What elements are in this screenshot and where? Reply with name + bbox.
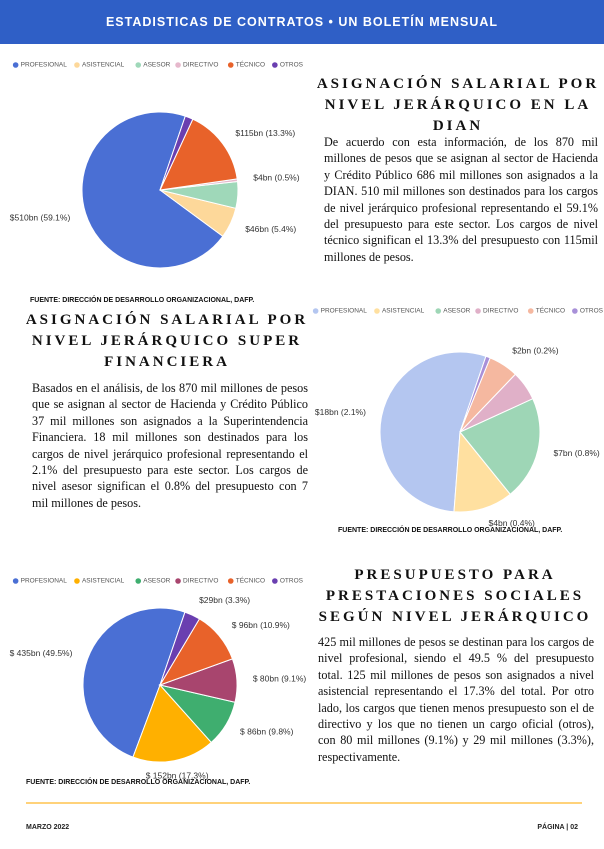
footer-date: MARZO 2022 bbox=[26, 824, 70, 831]
legend-marker bbox=[74, 62, 80, 68]
legend: TÉCNICO bbox=[236, 60, 265, 69]
pie-slice bbox=[132, 684, 213, 763]
legend: PROFESIONAL bbox=[321, 308, 368, 315]
slice-label: $ 152bn (17.3%) bbox=[146, 771, 209, 781]
legend-marker bbox=[135, 62, 142, 68]
pie-slice bbox=[379, 351, 487, 513]
legend: DIRECTIVO bbox=[183, 578, 218, 585]
legend-marker bbox=[12, 578, 19, 584]
slice-label: $4bn (0.4%) bbox=[489, 518, 535, 528]
legend: ASESOR bbox=[443, 308, 470, 315]
slice-label: $46bn (5.4%) bbox=[245, 224, 296, 234]
pie-slice bbox=[82, 607, 186, 758]
pie-slice bbox=[453, 430, 511, 513]
pie-slice bbox=[459, 398, 541, 495]
legend-marker bbox=[527, 308, 534, 314]
slice-label: $2bn (0.2%) bbox=[512, 346, 558, 356]
legend-marker bbox=[435, 308, 442, 314]
legend: ASISTENCIAL bbox=[382, 308, 425, 315]
pie-slice bbox=[159, 611, 201, 686]
legend: PROFESIONAL bbox=[21, 62, 68, 69]
legend-marker bbox=[135, 578, 142, 584]
section-body: Basados en el análisis, de los 870 mil m… bbox=[32, 381, 308, 510]
slice-label: $ 86bn (9.8%) bbox=[240, 727, 294, 737]
legend-marker bbox=[312, 308, 319, 314]
chart-source: FUENTE: DIRECCIÓN DE DESARROLLO ORGANIZA… bbox=[30, 295, 254, 304]
slice-label: $ 80bn (9.1%) bbox=[253, 674, 307, 684]
legend-marker bbox=[74, 578, 80, 584]
legend: ASISTENCIAL bbox=[82, 578, 125, 585]
header-title: ESTADISTICAS DE CONTRATOS • UN BOLETÍN M… bbox=[0, 0, 604, 44]
legend-marker bbox=[272, 62, 278, 68]
legend: ASESOR bbox=[143, 578, 170, 585]
legend-marker bbox=[572, 308, 578, 314]
legend: TÉCNICO bbox=[236, 576, 265, 585]
section-title: PRESUPUESTO PARA PRESTACIONES SOCIALES S… bbox=[318, 567, 592, 625]
legend-marker bbox=[272, 578, 278, 584]
pie-slice bbox=[459, 355, 491, 433]
chart-source: FUENTE: DIRECCIÓN DE DESARROLLO ORGANIZA… bbox=[26, 777, 250, 786]
slice-label: $7bn (0.8%) bbox=[553, 448, 599, 458]
legend: OTROS bbox=[580, 308, 604, 315]
pie-slice bbox=[159, 115, 194, 191]
legend: PROFESIONAL bbox=[21, 578, 68, 585]
legend-marker bbox=[227, 62, 234, 68]
slice-label: $ 435bn (49.5%) bbox=[10, 648, 73, 658]
section-title: ASIGNACIÓN SALARIAL POR NIVEL JERÁRQUICO… bbox=[25, 312, 309, 370]
legend: OTROS bbox=[280, 62, 304, 69]
legend-marker bbox=[175, 578, 181, 584]
legend: OTROS bbox=[280, 578, 304, 585]
section-body: 425 mil millones de pesos se destinan pa… bbox=[318, 635, 594, 764]
slice-label: $4bn (0.5%) bbox=[253, 172, 299, 182]
legend-marker bbox=[374, 308, 380, 314]
legend: ASESOR bbox=[143, 62, 170, 69]
slice-label: $510bn (59.1%) bbox=[10, 212, 71, 222]
slice-label: $18bn (2.1%) bbox=[315, 407, 366, 417]
slice-label: $115bn (13.3%) bbox=[235, 128, 295, 138]
slice-label: $29bn (3.3%) bbox=[199, 595, 250, 605]
pie-slice bbox=[159, 118, 238, 191]
footer-rule bbox=[26, 802, 582, 804]
section-title: ASIGNACIÓN SALARIAL POR NIVEL JERÁRQUICO… bbox=[316, 76, 600, 134]
footer-page: PÁGINA | 02 bbox=[537, 824, 578, 831]
legend: DIRECTIVO bbox=[483, 308, 518, 315]
legend-marker bbox=[227, 578, 234, 584]
legend-marker bbox=[475, 308, 481, 314]
legend: ASISTENCIAL bbox=[82, 62, 125, 69]
pie-slice bbox=[81, 111, 224, 269]
legend: TÉCNICO bbox=[536, 306, 565, 315]
legend-marker bbox=[175, 62, 181, 68]
slice-label: $ 96bn (10.9%) bbox=[232, 620, 290, 630]
legend: DIRECTIVO bbox=[183, 62, 218, 69]
legend-marker bbox=[12, 62, 19, 68]
chart-source: FUENTE: DIRECCIÓN DE DESARROLLO ORGANIZA… bbox=[338, 525, 562, 534]
section-body: De acuerdo con esta información, de los … bbox=[324, 135, 598, 264]
